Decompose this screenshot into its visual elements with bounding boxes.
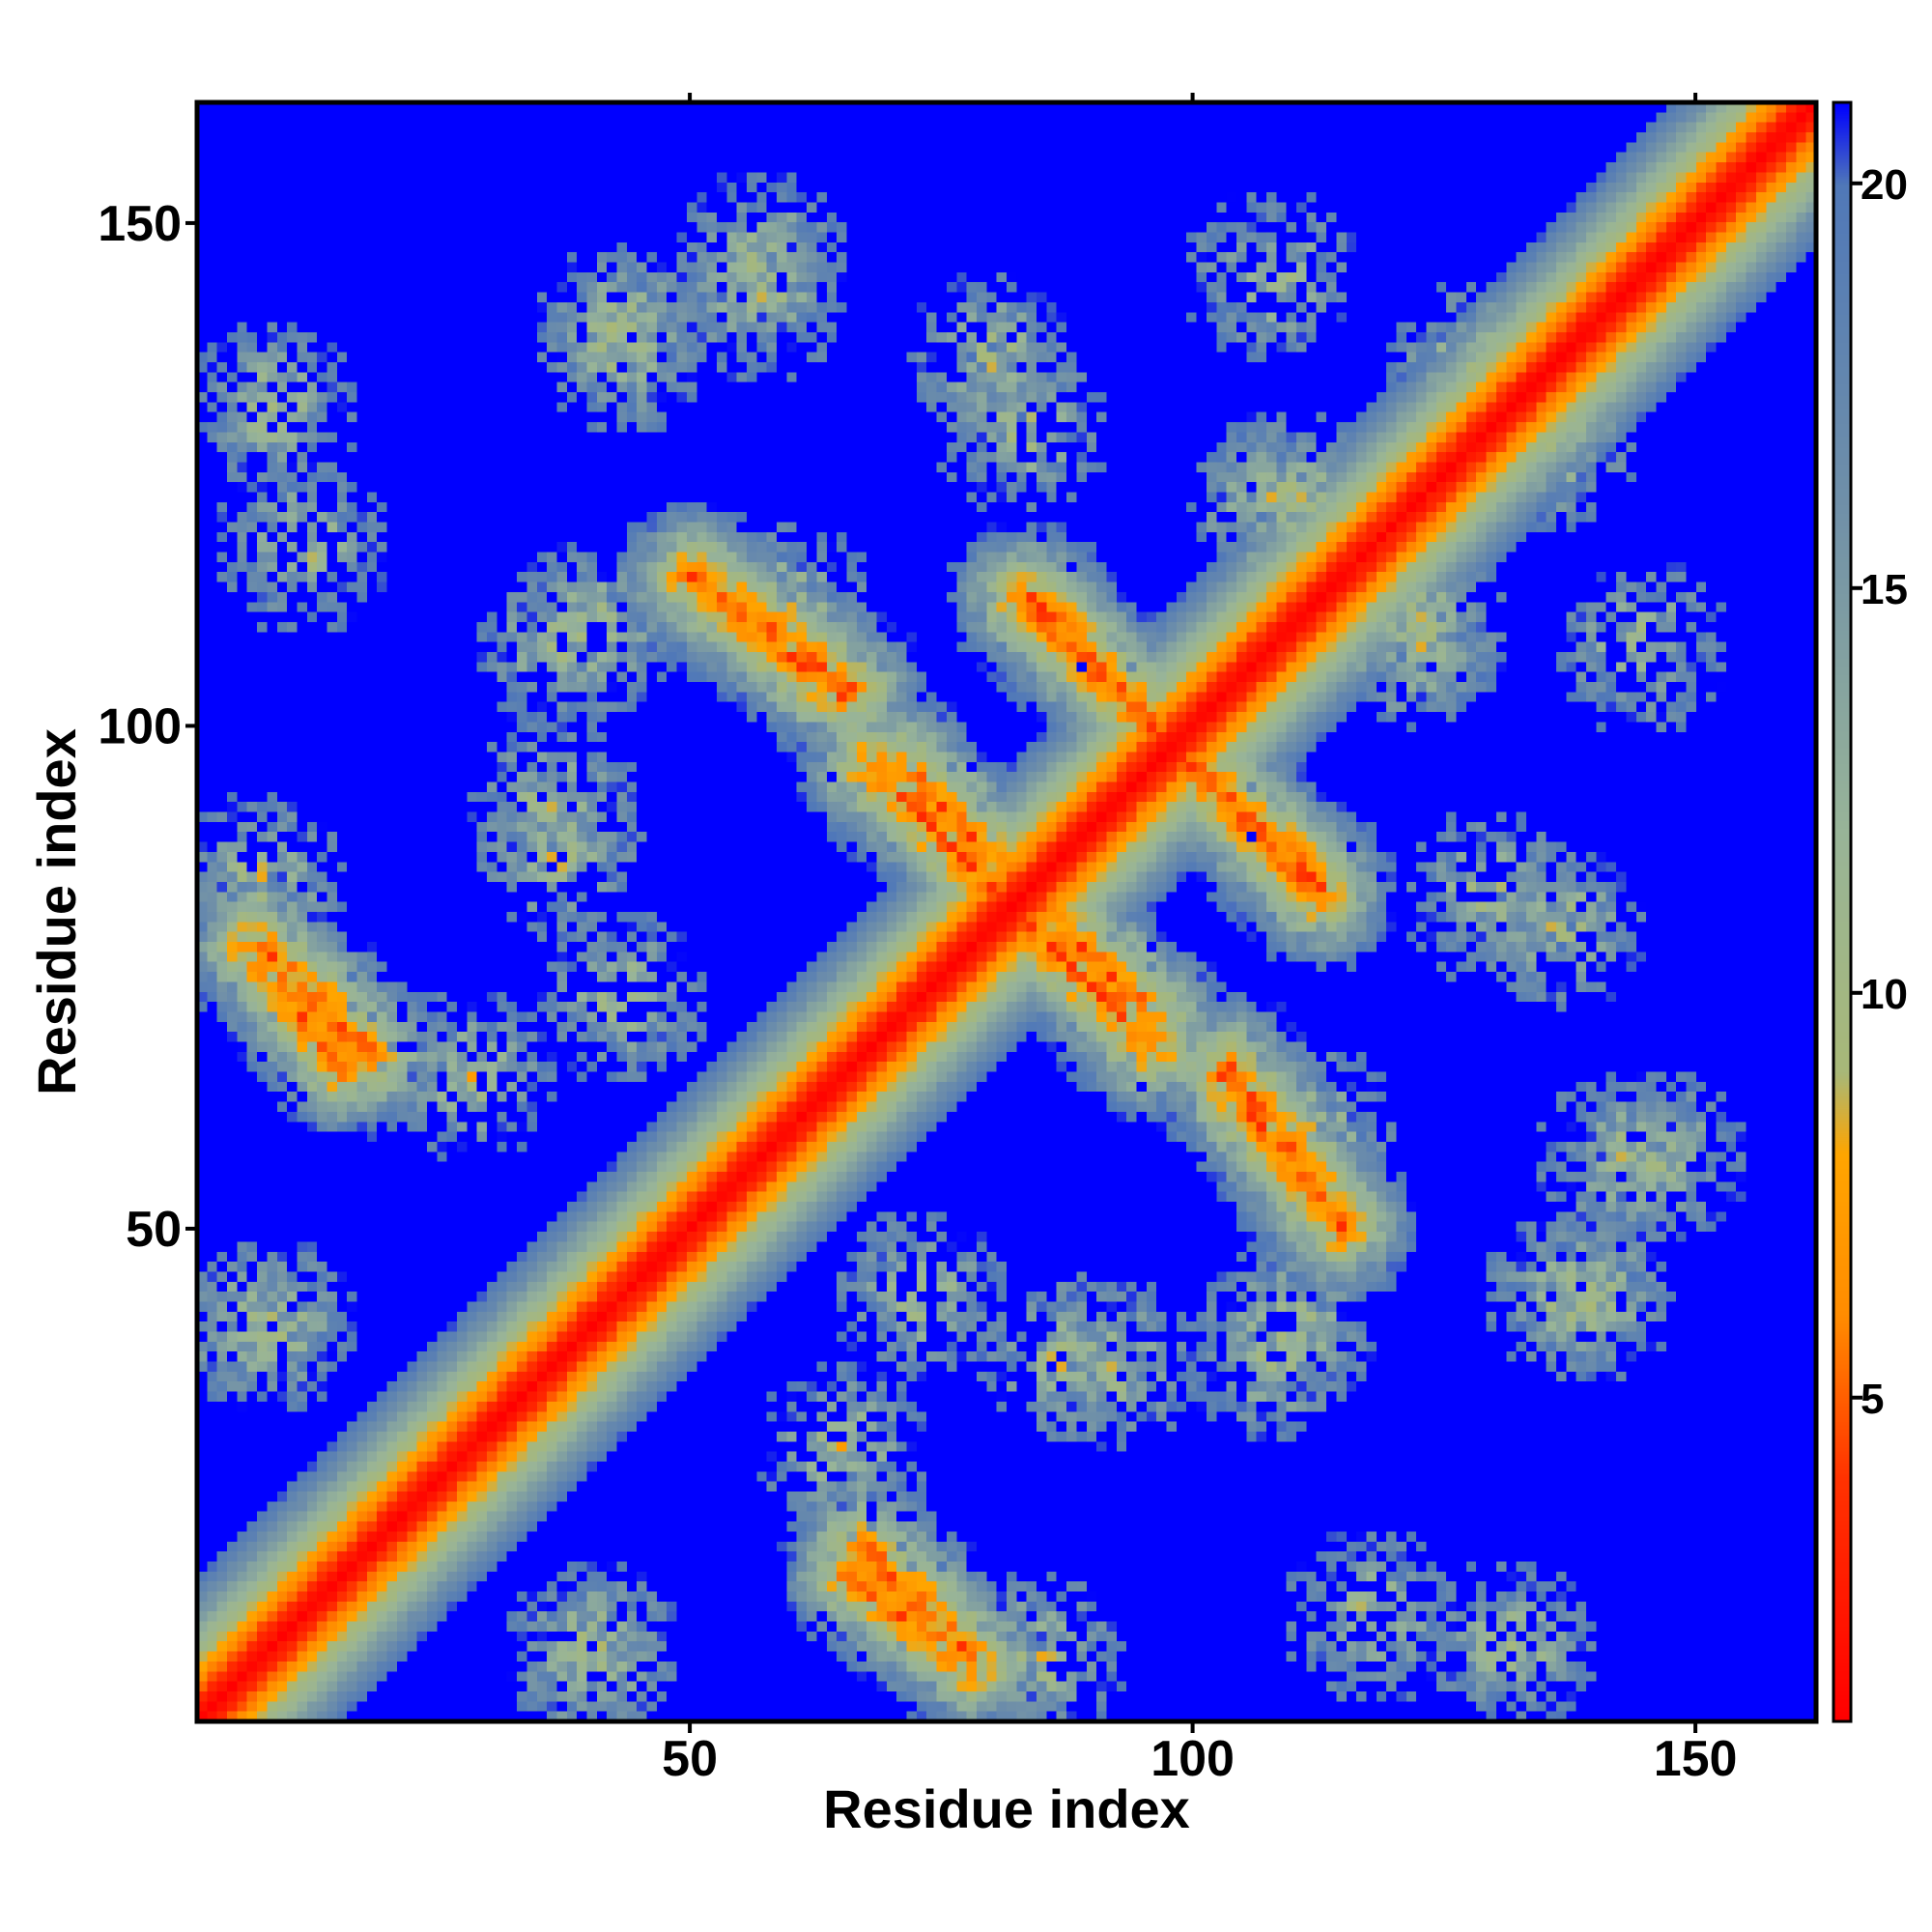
colorbar-tick-label: 5 — [1861, 1376, 1884, 1423]
x-axis-label: Residue index — [823, 1778, 1190, 1839]
x-axis-ticks: 50 100 150 — [662, 93, 1737, 1787]
y-tick-label: 150 — [98, 196, 182, 252]
colorbar-tick-label: 10 — [1861, 971, 1908, 1018]
y-tick-label: 100 — [98, 698, 182, 754]
colorbar-tick-label: 20 — [1861, 161, 1908, 209]
plot-frame — [194, 99, 1819, 1724]
y-axis-ticks: 50 100 150 — [98, 196, 197, 1258]
colorbar-tick-label: 15 — [1861, 566, 1908, 613]
x-tick-label: 50 — [662, 1731, 718, 1787]
colorbar-gradient — [1833, 102, 1851, 1721]
x-tick-label: 150 — [1654, 1731, 1738, 1787]
colorbar-ticks: 5 10 15 20 — [1851, 161, 1908, 1423]
y-axis-label: Residue index — [26, 728, 87, 1095]
y-tick-label: 50 — [126, 1202, 182, 1258]
x-tick-label: 100 — [1151, 1731, 1235, 1787]
heatmap-cells — [197, 102, 1816, 1721]
colorbar-frame — [1832, 100, 1853, 1723]
